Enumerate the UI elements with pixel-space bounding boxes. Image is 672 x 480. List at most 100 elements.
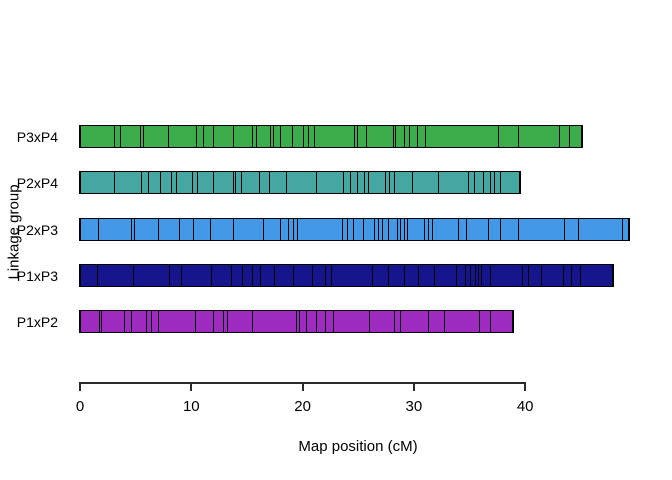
marker-tick (558, 126, 560, 147)
marker-tick (389, 172, 391, 193)
marker-tick (397, 219, 399, 240)
linkage-group-label-p2xp3: P2xP3 (16, 221, 58, 238)
marker-tick (233, 219, 235, 240)
marker-tick (131, 219, 132, 240)
marker-tick (80, 265, 81, 286)
marker-tick (170, 172, 172, 193)
marker-tick (279, 219, 281, 240)
marker-tick (393, 311, 395, 332)
marker-tick (518, 219, 520, 240)
marker-tick (366, 126, 367, 147)
marker-tick (378, 219, 380, 240)
linkage-group-label-p2xp4: P2xP4 (16, 174, 58, 191)
marker-tick (330, 265, 332, 286)
marker-tick (232, 172, 234, 193)
marker-tick (195, 311, 197, 332)
marker-tick (97, 219, 99, 240)
marker-tick (500, 219, 502, 240)
marker-tick (315, 172, 317, 193)
marker-tick (368, 172, 370, 193)
marker-tick (196, 126, 198, 147)
marker-tick (356, 172, 358, 193)
marker-tick (483, 172, 485, 193)
marker-tick (470, 265, 472, 286)
marker-tick (114, 126, 116, 147)
marker-tick (433, 265, 435, 286)
marker-tick (191, 172, 193, 193)
marker-tick (394, 126, 396, 147)
marker-tick (417, 126, 418, 147)
marker-tick (176, 172, 178, 193)
marker-tick (577, 219, 579, 240)
marker-tick (178, 219, 180, 240)
marker-tick (392, 126, 394, 147)
marker-tick (222, 311, 224, 332)
marker-tick (568, 126, 570, 147)
x-axis-tick-label: 30 (405, 398, 423, 415)
x-axis-tick (412, 382, 415, 391)
marker-tick (313, 126, 315, 147)
marker-tick (256, 126, 258, 147)
marker-tick (80, 219, 81, 240)
x-axis-tick (190, 382, 193, 391)
marker-tick (400, 219, 402, 240)
linkage-group-bar-p2xp3 (79, 218, 630, 241)
marker-tick (130, 311, 132, 332)
marker-tick (212, 172, 214, 193)
marker-tick (423, 219, 425, 240)
marker-tick (157, 219, 159, 240)
marker-tick (302, 126, 304, 147)
marker-tick (210, 265, 212, 286)
marker-tick (279, 126, 281, 147)
marker-tick (347, 219, 349, 240)
marker-tick (308, 126, 310, 147)
marker-tick (512, 311, 514, 332)
marker-tick (622, 219, 624, 240)
marker-tick (444, 311, 446, 332)
marker-tick (527, 265, 529, 286)
x-axis-tick (79, 382, 81, 391)
linkage-group-bar-p2xp4 (79, 171, 521, 194)
marker-tick (373, 219, 375, 240)
marker-tick (563, 265, 565, 286)
marker-tick (352, 219, 354, 240)
marker-tick (292, 219, 294, 240)
marker-tick (157, 311, 159, 332)
marker-tick (197, 172, 199, 193)
marker-tick (571, 265, 573, 286)
marker-tick (541, 265, 543, 286)
marker-tick (251, 311, 253, 332)
marker-tick (342, 172, 344, 193)
marker-tick (288, 219, 290, 240)
marker-tick (139, 126, 141, 147)
marker-tick (581, 126, 583, 147)
marker-tick (494, 172, 496, 193)
marker-tick (133, 265, 135, 286)
marker-tick (235, 172, 237, 193)
linkage-group-bar-p3xp4 (79, 125, 584, 148)
marker-tick (499, 172, 501, 193)
marker-tick (213, 126, 215, 147)
marker-tick (146, 311, 148, 332)
marker-tick (478, 311, 480, 332)
marker-tick (140, 172, 142, 193)
marker-tick (203, 126, 205, 147)
linkage-group-label-p1xp3: P1xP3 (16, 267, 58, 284)
marker-tick (168, 265, 170, 286)
x-axis-title: Map position (cM) (298, 438, 418, 455)
marker-tick (518, 172, 520, 193)
marker-tick (230, 265, 232, 286)
linkage-group-bar-p1xp3 (79, 264, 615, 287)
marker-tick (497, 126, 499, 147)
marker-tick (412, 172, 414, 193)
marker-tick (488, 219, 490, 240)
marker-tick (467, 172, 469, 193)
marker-tick (517, 126, 519, 147)
marker-tick (96, 265, 98, 286)
marker-tick (474, 265, 476, 286)
marker-tick (464, 265, 466, 286)
marker-tick (489, 172, 491, 193)
marker-tick (180, 265, 182, 286)
marker-tick (251, 265, 253, 286)
